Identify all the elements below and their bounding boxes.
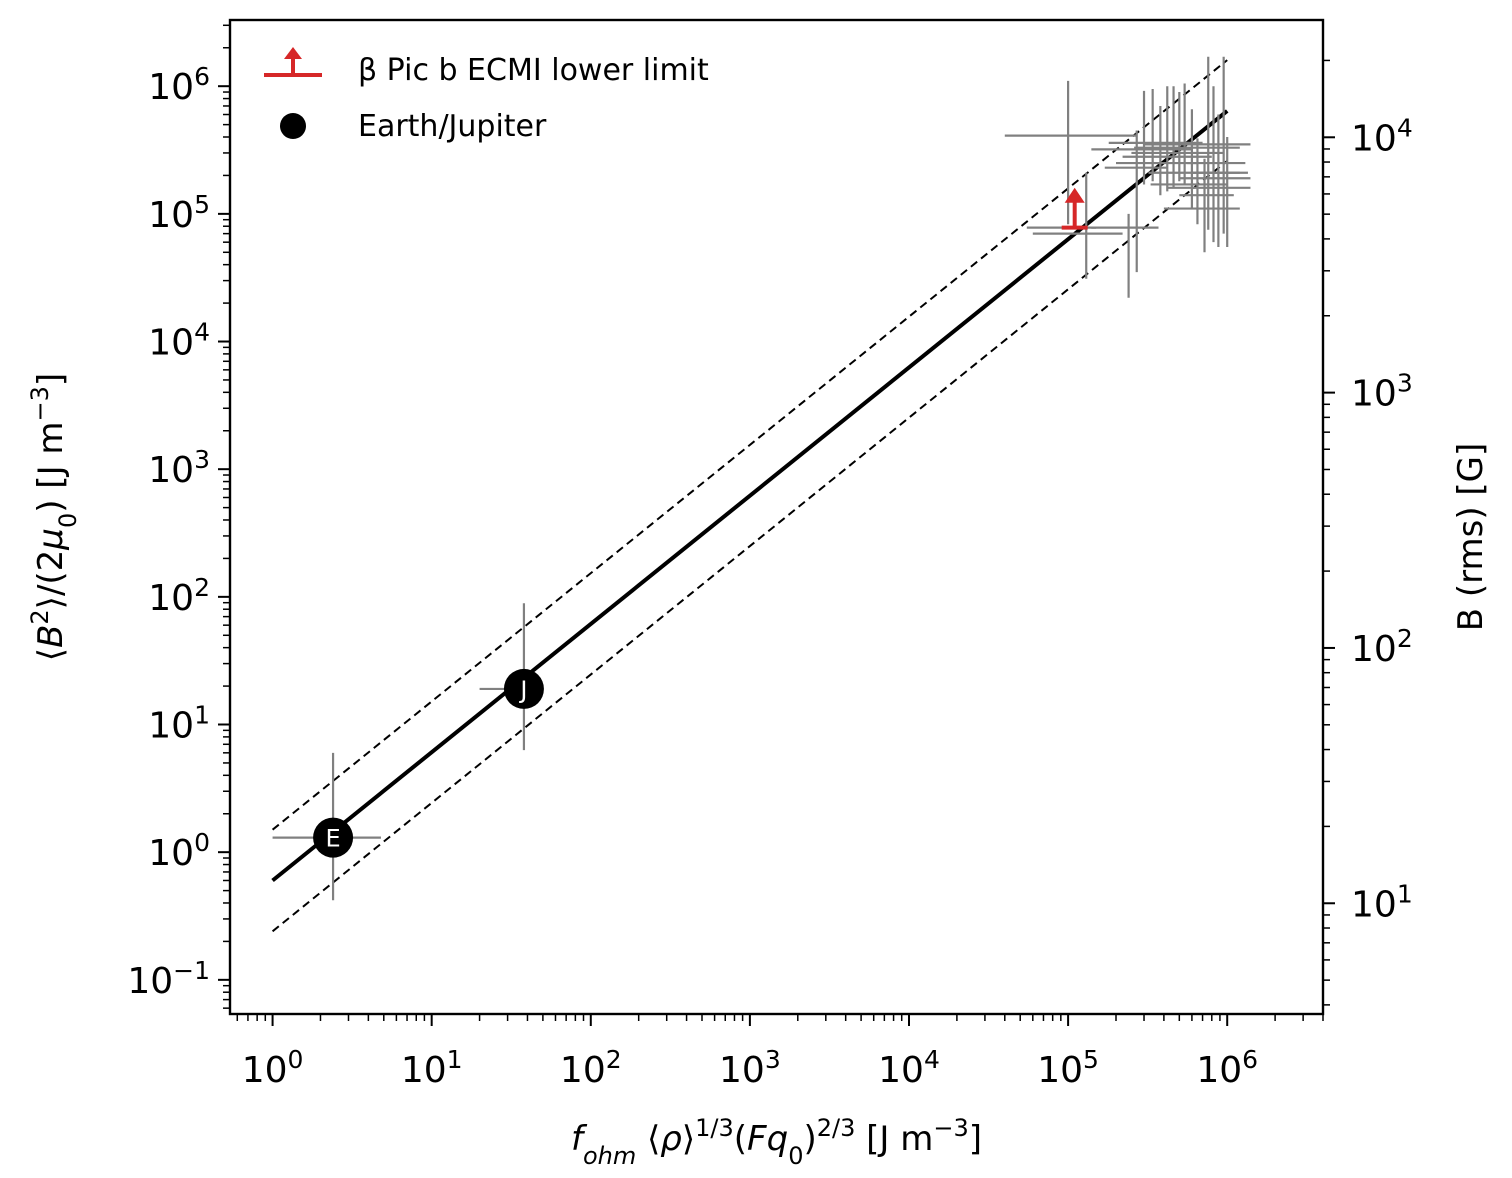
y-tick-label-7: 106: [148, 62, 210, 109]
y-right-tick-label-3: 104: [1351, 113, 1413, 160]
error-point-12: [1150, 138, 1228, 225]
legend-lower-limit-arrow: [284, 47, 302, 59]
planet-label: E: [325, 825, 340, 853]
x-tick-label-4: 104: [878, 1045, 940, 1092]
planet-point-E: E: [272, 752, 381, 901]
y-right-axis-label: B (rms) [G]: [1451, 443, 1491, 632]
planet-label: J: [518, 676, 527, 704]
legend-label-lower-limit: β Pic b ECMI lower limit: [358, 53, 709, 88]
legend-entry-earth-jupiter: Earth/Jupiter: [280, 109, 547, 144]
legend-label-earth-jupiter: Earth/Jupiter: [358, 109, 547, 144]
axes-frame: [228, 18, 1325, 1016]
y-tick-label-4: 103: [148, 445, 210, 492]
error-point-3: [1104, 130, 1168, 273]
legend-entry-lower-limit: β Pic b ECMI lower limit: [264, 47, 709, 88]
error-point-9: [1134, 92, 1240, 182]
y-right-tick-label-1: 102: [1351, 623, 1413, 670]
y-tick-label-5: 104: [148, 317, 210, 364]
data-points: EJ: [272, 56, 1251, 901]
error-point-16: [1179, 114, 1251, 248]
legend-circle-marker: [280, 113, 306, 139]
x-tick-label-5: 105: [1037, 1045, 1099, 1092]
fit-bound-line-0: [271, 59, 1228, 831]
y-axis-label: ⟨B2⟩/(2μ0) [J m−3]: [26, 373, 82, 661]
error-point-14: [1167, 56, 1251, 230]
legend: β Pic b ECMI lower limit Earth/Jupiter: [264, 47, 709, 144]
error-point-2: [1091, 213, 1159, 298]
x-tick-label-3: 103: [719, 1045, 781, 1092]
y-right-tick-label-0: 101: [1351, 879, 1413, 926]
plot-area: [271, 59, 1229, 933]
error-point-4: [1091, 90, 1192, 185]
error-point-5: [1108, 89, 1203, 182]
x-tick-label-6: 106: [1196, 1045, 1258, 1092]
error-point-15: [1179, 86, 1234, 243]
x-tick-label-1: 101: [401, 1045, 463, 1092]
y-tick-label-6: 105: [148, 189, 210, 236]
y-right-tick-label-2: 103: [1351, 368, 1413, 415]
x-tick-label-0: 100: [242, 1045, 304, 1092]
y-tick-label-1: 100: [148, 828, 210, 875]
lower-limit-arrow: [1064, 187, 1085, 203]
x-tick-label-2: 102: [560, 1045, 622, 1092]
fit-bound-line-1: [271, 160, 1228, 933]
y-tick-label-2: 101: [148, 700, 210, 747]
planet-marker: [313, 817, 354, 858]
y-tick-label-3: 102: [148, 572, 210, 619]
error-point-17: [1187, 56, 1246, 234]
axes: 100 101 102 103 104 105 106 10−1 100 101 102 103 104…: [127, 18, 1413, 1092]
x-axis-label: fohm ⟨ρ⟩1/3(Fq0)2/3 [J m−3]: [571, 1114, 982, 1170]
axis-labels: fohm ⟨ρ⟩1/3(Fq0)2/3 [J m−3] ⟨B2⟩/(2μ0) [J…: [26, 373, 1491, 1170]
fit-line: [271, 109, 1229, 883]
y-tick-label-0: 10−1: [127, 955, 210, 1002]
planet-marker: [503, 668, 544, 709]
lower-limit-marker: [1026, 187, 1097, 230]
error-point-11: [1148, 109, 1240, 209]
planet-point-J: J: [479, 603, 544, 751]
error-point-18: [1191, 136, 1248, 248]
